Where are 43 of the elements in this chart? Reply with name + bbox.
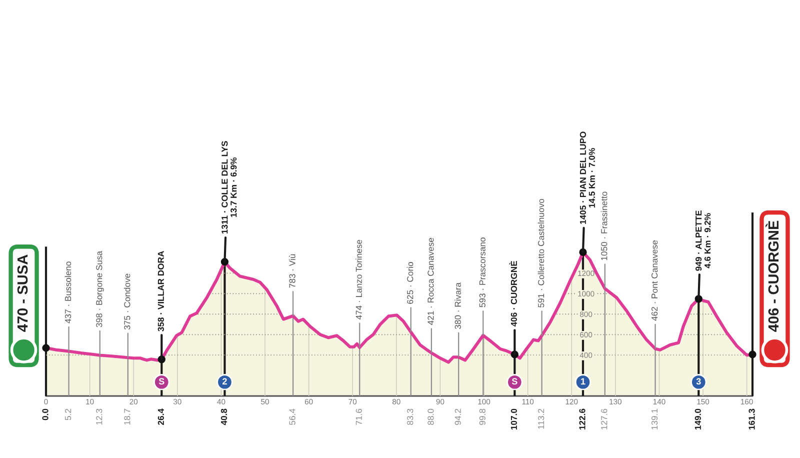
ref-line-label: 94.2: [454, 408, 461, 425]
ref-line-label: 26.4: [158, 408, 164, 425]
annotation: 591 · Colleretto Castelnuovo: [538, 198, 544, 308]
annotation: 406 - CUORGNÈ: [766, 220, 779, 332]
ref-line-label: 40.8: [220, 408, 228, 426]
ref-line-label: 18.7: [124, 408, 130, 425]
annotation: 949 · ALPETTE 4.6 Km · 9.2%: [696, 210, 711, 271]
ref-line-label: 127.6: [601, 408, 608, 430]
annotation: 2: [222, 378, 227, 384]
annotation: 406 · CUORGNÈ: [509, 260, 517, 327]
annotation: S: [512, 378, 518, 385]
annotation: 1: [581, 378, 586, 384]
annotation: S: [158, 378, 164, 385]
ref-line-label: 99.8: [479, 408, 486, 425]
annotation: 358 · VILLAR DORA: [158, 250, 164, 332]
ref-line-label: 107.0: [510, 408, 517, 430]
ref-line-label: 139.1: [651, 408, 658, 430]
ref-line-label: 149.0: [694, 408, 701, 430]
ref-line-label: 122.6: [579, 408, 586, 430]
annotation: 474 · Lanzo Torinese: [356, 240, 362, 320]
annotation: 437 · Bussoleno: [64, 262, 72, 324]
annotation: 421 · Rocca Canavese: [428, 238, 434, 325]
annotation: 470 - SUSA: [17, 254, 28, 332]
annotation: 783 · Viù: [288, 254, 296, 288]
ref-line-label: 12.3: [96, 408, 102, 425]
ref-line-label: 83.3: [407, 408, 414, 425]
annotation: 380 · Rivara: [454, 282, 461, 330]
annotation: 1405 · PIAN DEL LUPO 14.5 Km · 7.0%: [580, 132, 595, 224]
ref-line-label: 56.4: [289, 408, 296, 425]
ref-line-label: 71.6: [356, 408, 362, 425]
annotation: 593 · Prascorsano: [479, 238, 486, 308]
annotation: 375 · Condove: [124, 274, 130, 330]
annotation: 625 · Corio: [406, 262, 414, 304]
ref-line-label: 5.2: [64, 408, 72, 420]
annotation: 1050 · Frassinetto: [600, 192, 608, 260]
ref-line-label: 161.3: [748, 408, 755, 430]
annotation: 3: [696, 378, 701, 385]
ref-line-label: 113.2: [538, 408, 544, 429]
annotation: 398 · Borgone Susa: [96, 250, 104, 328]
annotation: 462 · Pont Canavese: [651, 240, 658, 321]
ref-line-label: 88.0: [428, 408, 434, 425]
annotation: 1311 · COLLE DEL LYS 13.7 Km · 6.9%: [222, 141, 237, 234]
ref-line-label: 0.0: [42, 408, 48, 420]
